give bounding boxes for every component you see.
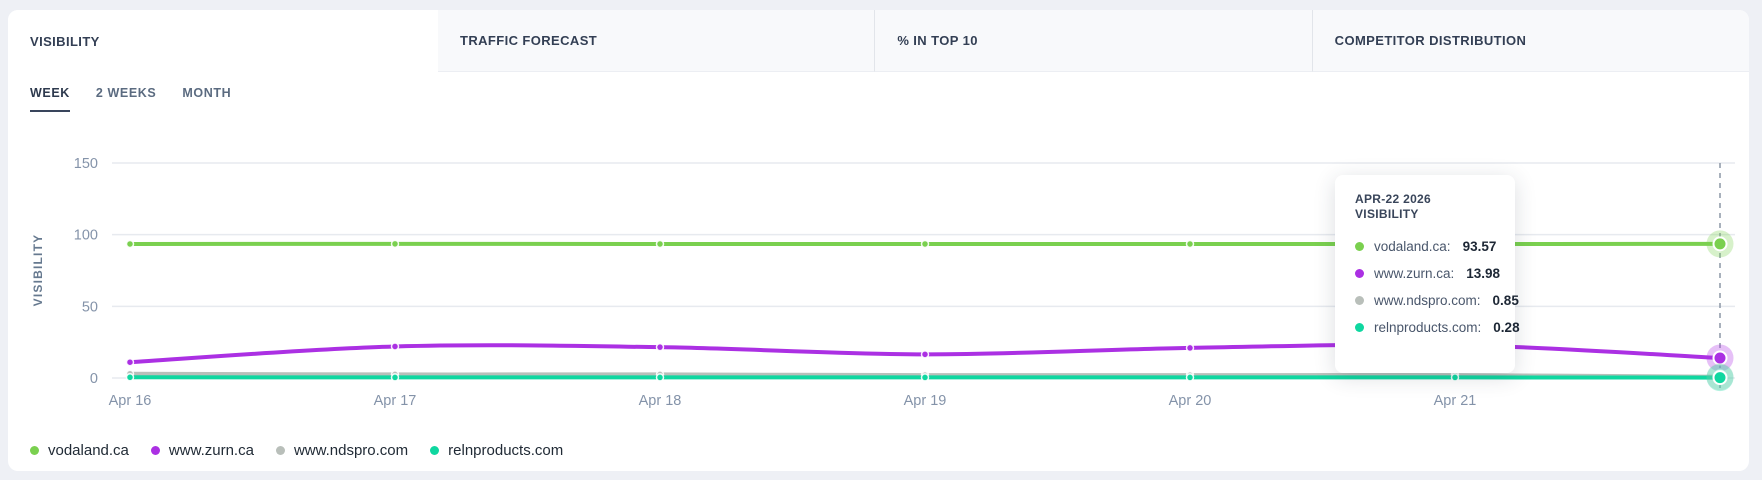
data-point [1185,239,1195,249]
x-tick-label: Apr 17 [374,393,417,409]
data-point [1185,373,1195,382]
tooltip-series-label: relnproducts.com: [1374,320,1482,335]
tab-competitor-distribution[interactable]: COMPETITOR DISTRIBUTION [1311,10,1749,72]
range-2-weeks[interactable]: 2 WEEKS [95,86,157,100]
data-point [1450,373,1460,382]
tooltip-metric: VISIBILITY [1355,207,1419,221]
legend-item-vodaland.ca[interactable]: vodaland.ca [30,442,129,459]
legend-dot-icon [430,445,440,455]
x-tick-label: Apr 20 [1169,393,1212,409]
x-tick-label: Apr 21 [1434,393,1477,409]
visibility-widget-card: VISIBILITY TRAFFIC FORECAST % IN TOP 10 … [8,10,1749,471]
hover-point [1712,236,1728,252]
y-tick-label: 0 [90,371,98,387]
x-tick-label: Apr 16 [109,393,152,409]
legend-label: vodaland.ca [48,441,129,459]
y-tick-label: 150 [74,156,98,172]
data-point [655,342,665,352]
tooltip-series-dot-icon [1355,242,1364,251]
legend-item-www.zurn.ca[interactable]: www.zurn.ca [150,441,254,459]
chart-legend: vodaland.ca www.zurn.ca www.ndspro.com reln… [30,439,563,461]
tooltip-series-dot-icon [1355,323,1364,332]
x-tick-label: Apr 19 [904,393,947,409]
x-tick-label: Apr 18 [639,393,682,409]
y-tick-label: 50 [82,299,98,315]
tooltip-date: APR-22 2026 [1355,192,1432,206]
tooltip-rows: vodaland.ca: 93.57 www.zurn.ca: 13.98 www.nd… [1355,239,1520,335]
tooltip-row: vodaland.ca: 93.57 [1355,239,1501,254]
data-point [390,373,400,382]
hover-point [1712,370,1728,386]
legend-label: www.zurn.ca [168,441,254,459]
tooltip-row: relnproducts.com: 0.28 [1355,320,1520,335]
data-point [920,373,930,382]
data-point [655,373,665,382]
y-tick-label: 100 [74,228,98,244]
tab-visibility[interactable]: VISIBILITY [8,10,438,72]
data-point [655,239,665,249]
tooltip-row: www.ndspro.com: 0.85 [1355,293,1519,308]
data-point [1185,343,1195,353]
tab-competitor-distribution-label: COMPETITOR DISTRIBUTION [1334,33,1527,48]
chart-tooltip: APR-22 2026 VISIBILITY vodaland.ca: 93.57… [1335,175,1520,373]
tab-visibility-label: VISIBILITY [30,33,100,49]
data-point [920,239,930,249]
data-point [125,373,135,382]
data-point [390,342,400,351]
legend-item-relnproducts.com[interactable]: relnproducts.com [430,442,563,459]
legend-dot-icon [275,445,285,455]
legend-dot-icon [150,445,160,455]
data-point [920,350,930,359]
tooltip-series-label: www.zurn.ca: [1374,266,1455,281]
legend-label: www.ndspro.com [293,441,409,459]
tooltip-series-value: 0.28 [1493,320,1520,335]
legend-label: relnproducts.com [448,441,564,459]
tab-percent-in-top-10[interactable]: % IN TOP 10 [874,10,1312,72]
tooltip-series-value: 13.98 [1466,266,1501,281]
data-point [390,239,400,249]
tooltip-series-dot-icon [1355,296,1364,305]
tooltip-series-value: 93.57 [1462,239,1497,254]
tooltip-row: www.zurn.ca: 13.98 [1355,266,1501,281]
tab-traffic-forecast-label: TRAFFIC FORECAST [460,33,598,48]
tooltip-series-label: www.ndspro.com: [1374,293,1481,308]
time-range-selector: WEEK 2 WEEKS MONTH [30,86,231,112]
legend-item-www.ndspro.com[interactable]: www.ndspro.com [275,441,409,459]
range-week[interactable]: WEEK [30,86,70,112]
hover-point [1712,350,1728,366]
range-month[interactable]: MONTH [182,86,232,100]
tooltip-series-value: 0.85 [1492,293,1519,308]
data-point [125,357,135,367]
data-point [125,239,135,249]
tooltip-series-dot-icon [1355,269,1364,278]
y-axis-title: VISIBILITY [31,234,45,307]
tab-traffic-forecast[interactable]: TRAFFIC FORECAST [438,10,875,72]
legend-dot-icon [30,445,39,455]
tab-percent-in-top-10-label: % IN TOP 10 [897,33,978,48]
tooltip-series-label: vodaland.ca: [1374,239,1451,254]
widget-tabbar: VISIBILITY TRAFFIC FORECAST % IN TOP 10 … [8,10,1749,72]
